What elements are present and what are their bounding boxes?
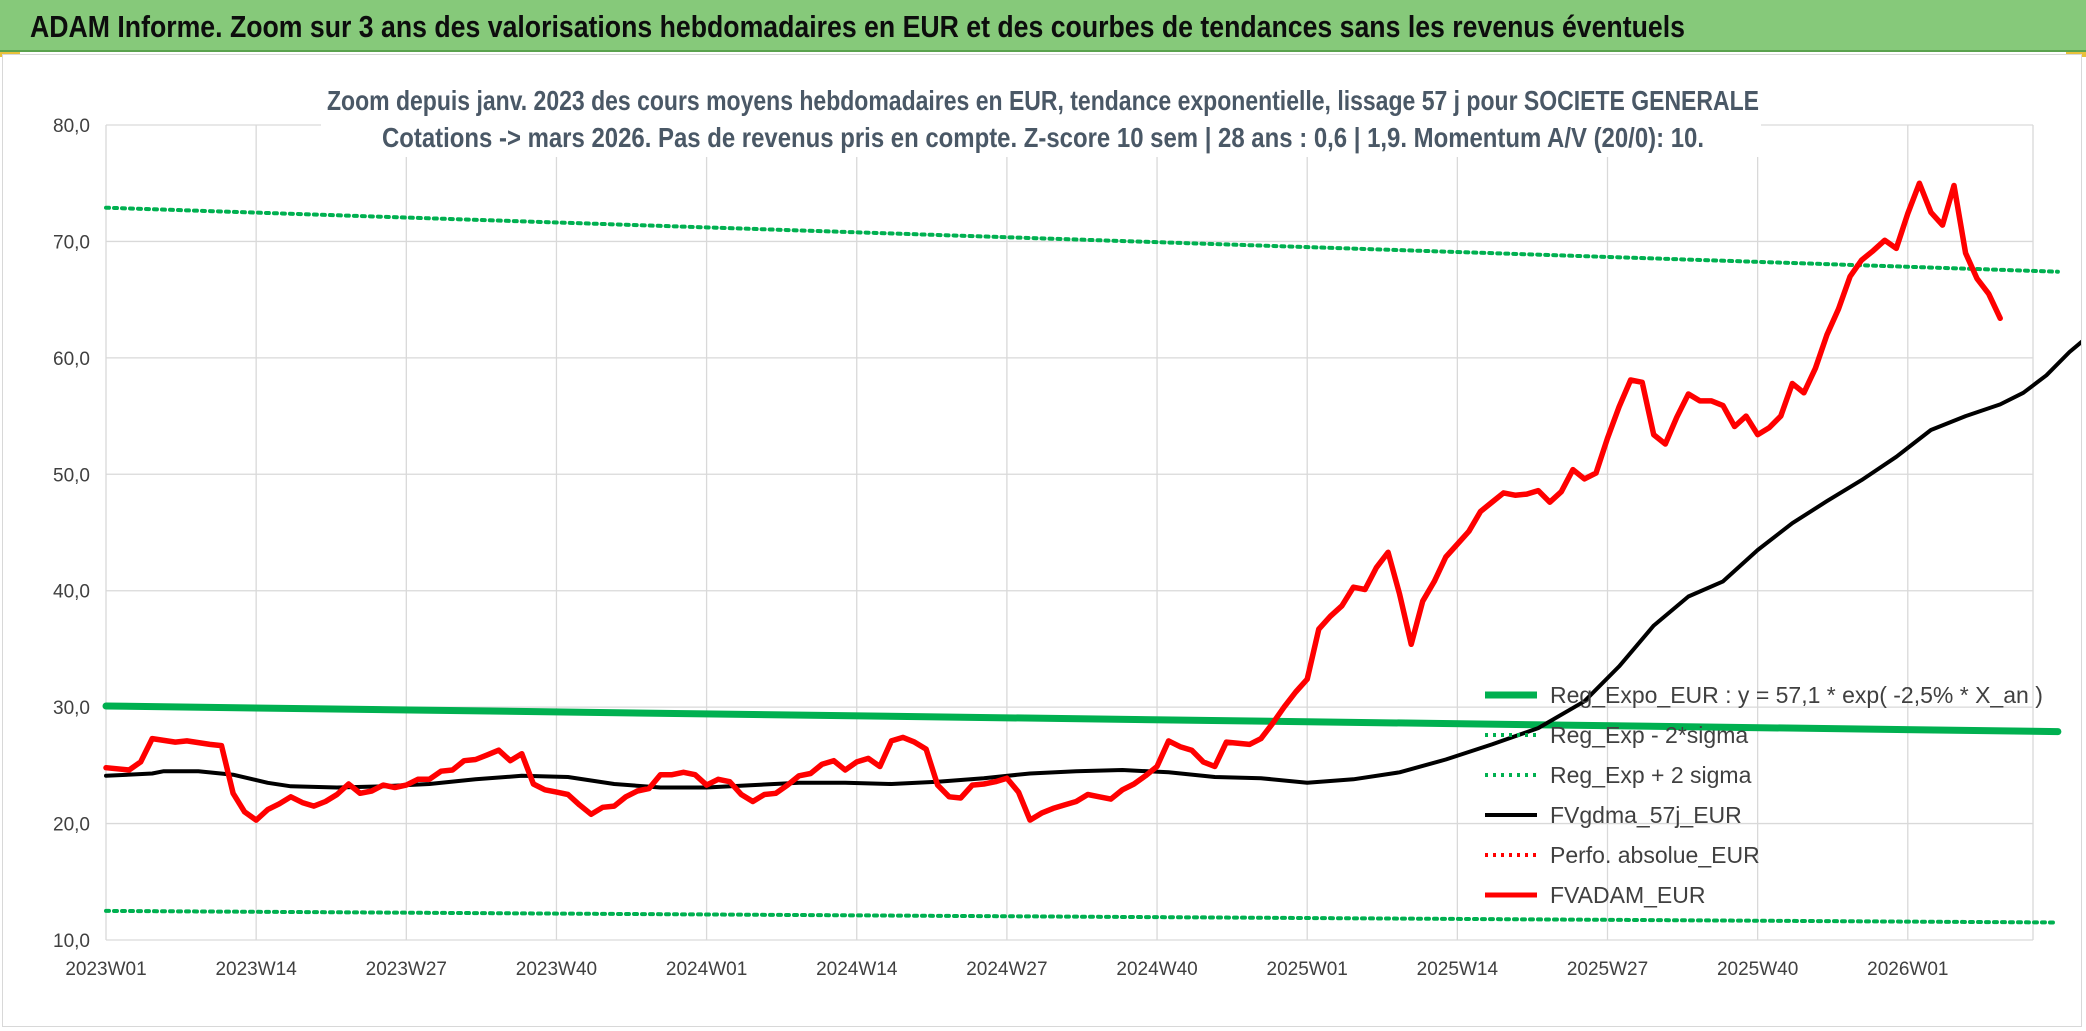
x-tick-label: 2024W14	[816, 959, 898, 980]
grid	[105, 124, 2034, 941]
y-tick-label: 20,0	[53, 815, 90, 836]
chart-title-background	[321, 81, 1761, 157]
legend-label: FVADAM_EUR	[1550, 882, 1706, 908]
series-line-3	[104, 339, 2081, 790]
x-tick-label: 2023W27	[366, 959, 447, 980]
legend-label: Perfo. absolue_EUR	[1550, 842, 1760, 868]
series-line-0	[102, 702, 2062, 736]
y-tick-label: 80,0	[53, 116, 90, 137]
y-tick-label: 40,0	[53, 582, 90, 603]
report-banner: ADAM Informe. Zoom sur 3 ans des valoris…	[0, 0, 2086, 52]
x-tick-label: 2025W40	[1717, 959, 1798, 980]
report-title: ADAM Informe. Zoom sur 3 ans des valoris…	[30, 9, 1685, 44]
x-tick-label: 2025W14	[1417, 959, 1499, 980]
legend-label: Reg_Expo_EUR : y = 57,1 * exp( -2,5% * X…	[1550, 682, 2043, 708]
y-tick-label: 70,0	[53, 232, 90, 253]
chart: 10,0 20,0 30,0 40,0 50,0 60,0 70,0 80,0 2023W01 2…	[53, 81, 2081, 980]
chart-subtitle: Cotations -> mars 2026. Pas de revenus p…	[382, 122, 1704, 153]
y-tick-label: 30,0	[53, 698, 90, 719]
legend-label: FVgdma_57j_EUR	[1550, 802, 1742, 828]
series-line-5	[103, 180, 2003, 823]
x-tick-label: 2026W01	[1867, 959, 1948, 980]
legend-label: Reg_Exp - 2*sigma	[1550, 722, 1748, 748]
y-tick-label: 50,0	[53, 465, 90, 486]
x-tick-label: 2025W27	[1567, 959, 1648, 980]
y-tick-label: 60,0	[53, 349, 90, 370]
chart-title: Zoom depuis janv. 2023 des cours moyens …	[327, 85, 1759, 116]
x-tick-label: 2023W01	[65, 959, 146, 980]
chart-frame: 10,0 20,0 30,0 40,0 50,0 60,0 70,0 80,0 2023W01 2…	[2, 54, 2082, 1027]
series-line-1	[104, 908, 2060, 925]
x-tick-label: 2024W27	[966, 959, 1047, 980]
x-tick-label: 2023W40	[516, 959, 597, 980]
regression-lines	[102, 205, 2062, 925]
x-tick-label: 2023W14	[215, 959, 297, 980]
x-tick-label: 2025W01	[1267, 959, 1348, 980]
x-tick-label: 2024W01	[666, 959, 747, 980]
x-tick-label: 2024W40	[1116, 959, 1197, 980]
series-line-2	[104, 205, 2060, 274]
axes: 10,0 20,0 30,0 40,0 50,0 60,0 70,0 80,0 2023W01 2…	[53, 116, 1948, 980]
legend: Reg_Expo_EUR : y = 57,1 * exp( -2,5% * X…	[1485, 682, 2043, 908]
price-lines	[103, 180, 2081, 823]
y-tick-label: 10,0	[53, 931, 90, 952]
legend-label: Reg_Exp + 2 sigma	[1550, 762, 1752, 788]
